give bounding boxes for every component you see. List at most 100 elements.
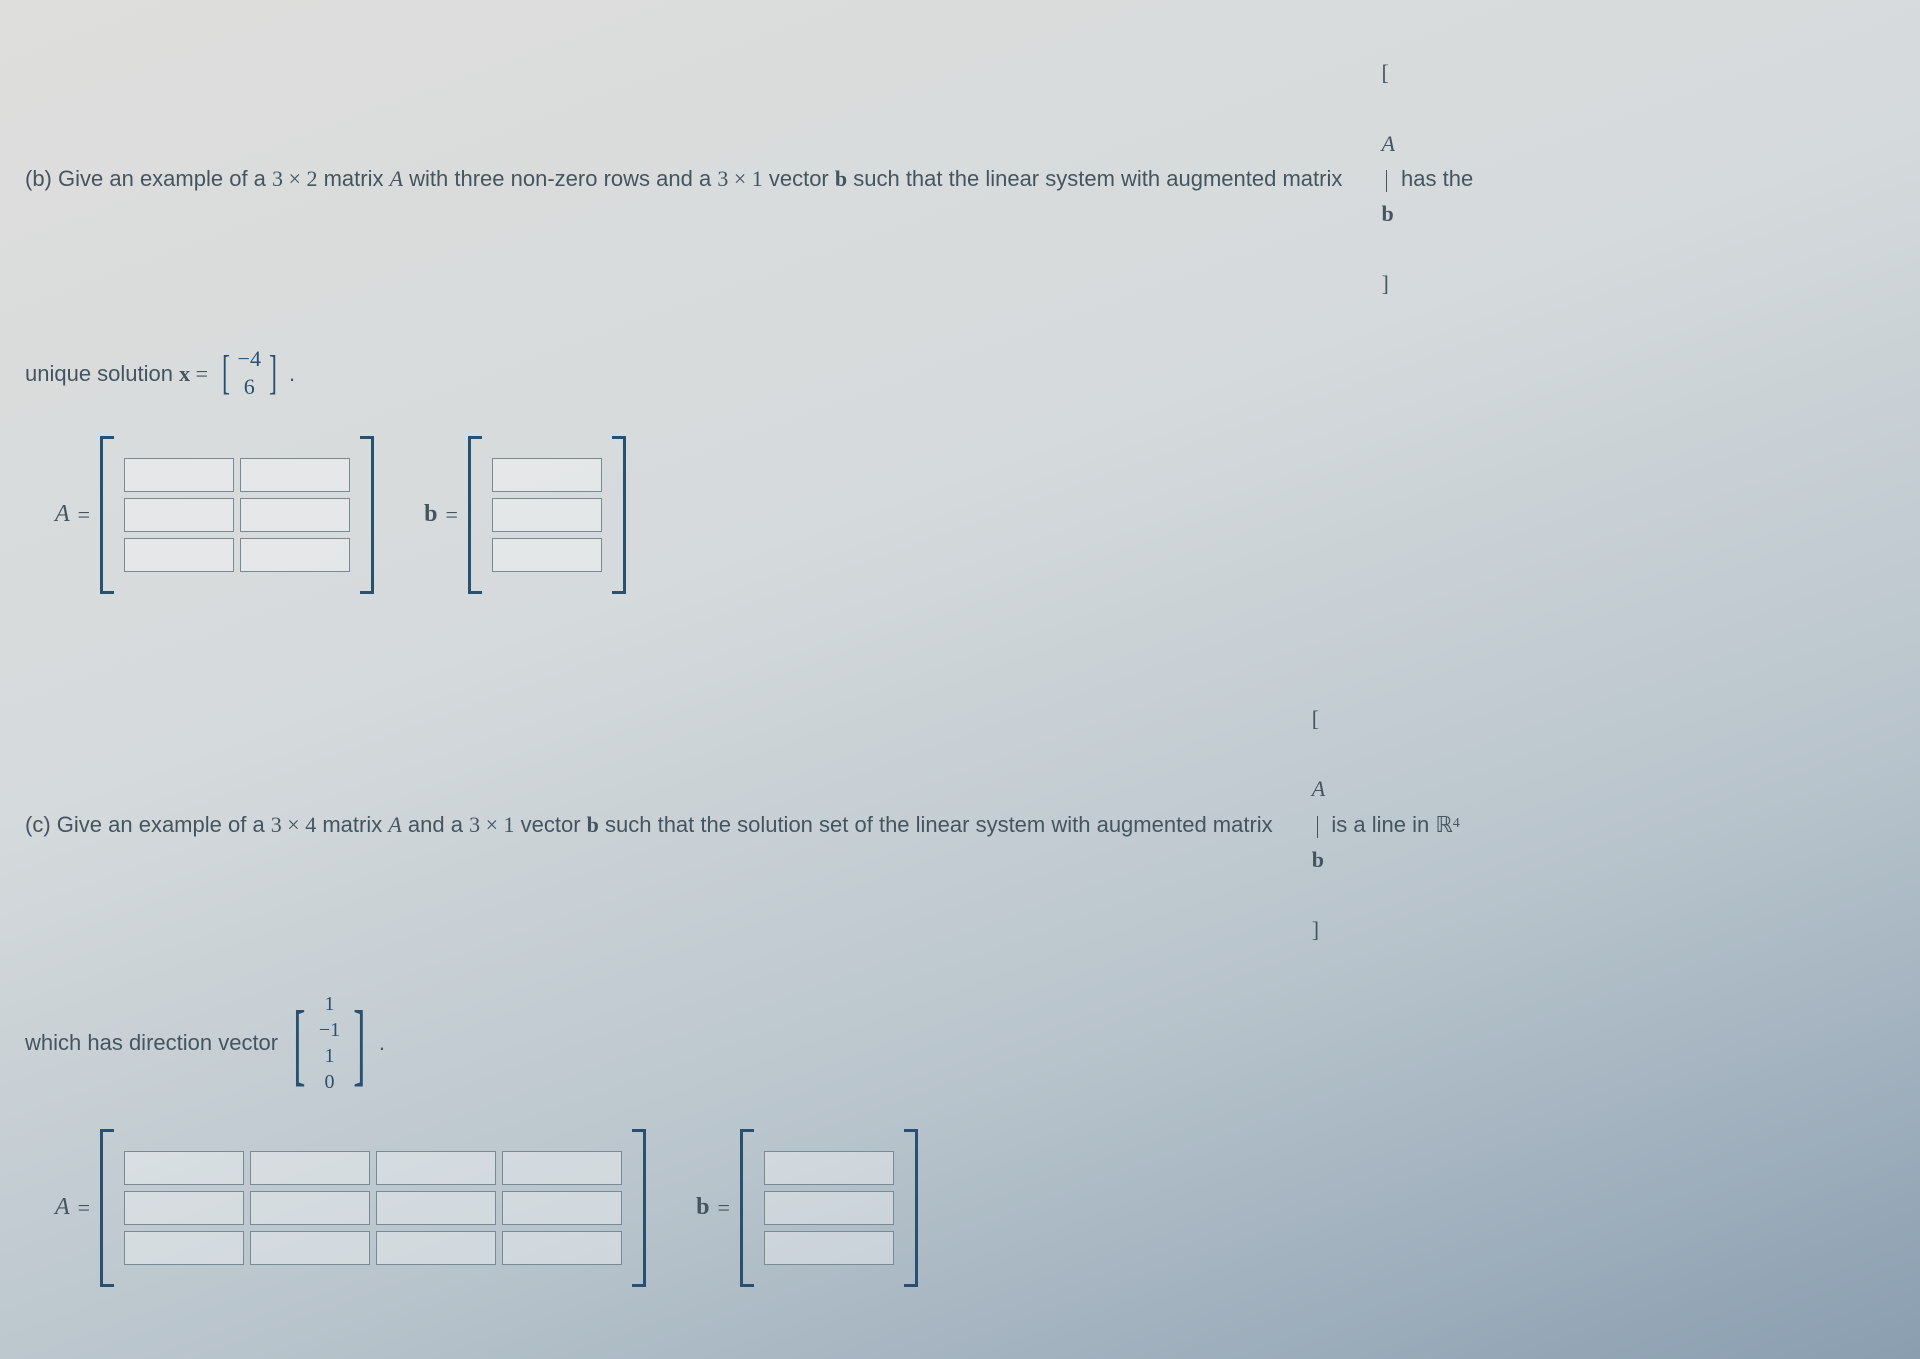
matrix-A-cell-22[interactable] (240, 498, 350, 532)
matrix-A-grid (124, 444, 350, 586)
vector-b-cell-2[interactable] (492, 498, 602, 532)
matrix-A-cell-32[interactable] (250, 1231, 370, 1265)
matrix-A-input-group: A = (55, 1137, 646, 1279)
label-b: b (424, 501, 437, 528)
matrix-A-grid (124, 1137, 622, 1279)
text: vector (515, 807, 587, 842)
text: matrix (316, 807, 388, 842)
label-A: A (55, 1194, 70, 1221)
part-c-label: (c) (25, 807, 51, 842)
matrix-A-cell-23[interactable] (376, 1191, 496, 1225)
text: has the (1395, 161, 1473, 196)
bracket-left: [ (222, 349, 230, 397)
var-b: b (1312, 847, 1324, 872)
matrix-A-cell-34[interactable] (502, 1231, 622, 1265)
var-A: A (1312, 776, 1325, 801)
bracket-right (612, 436, 626, 594)
vector-b-cell-2[interactable] (764, 1191, 894, 1225)
part-c-question: (c) Give an example of a 3 × 4 matrix A … (25, 666, 1895, 1097)
bracket-left: [ (293, 1002, 305, 1084)
var-b: b (1381, 201, 1393, 226)
matrix-A-cell-13[interactable] (376, 1151, 496, 1185)
matrix-A-cell-11[interactable] (124, 1151, 244, 1185)
bracket-left (740, 1129, 754, 1287)
period: . (289, 356, 295, 391)
bracket: [ (1381, 60, 1388, 85)
var-A: A (390, 161, 403, 196)
equals: = (78, 1195, 90, 1221)
matrix-A-cell-12[interactable] (240, 458, 350, 492)
bracket: ] (1381, 271, 1388, 296)
vector-b-grid (492, 444, 602, 586)
solution-vector: [ −4 6 ] (218, 343, 281, 404)
bracket-left (100, 436, 114, 594)
text: is a line in (1325, 807, 1435, 842)
augment-bar (1386, 170, 1387, 192)
matrix-A-input-group: A = (55, 444, 374, 586)
vector-b-cell-3[interactable] (492, 538, 602, 572)
matrix-A-cell-31[interactable] (124, 1231, 244, 1265)
label-b: b (696, 1194, 709, 1221)
augment-bar (1317, 816, 1318, 838)
bracket: [ (1312, 706, 1319, 731)
text: and a (402, 807, 469, 842)
augmented-matrix-notation: [ A b ] (1348, 20, 1394, 337)
direction-vector: [ 1 −1 1 0 ] (284, 989, 375, 1097)
superscript: 4 (1453, 813, 1460, 835)
matrix-A-cell-11[interactable] (124, 458, 234, 492)
dimension: 3 × 1 (717, 161, 762, 196)
equals: = (78, 502, 90, 528)
bracket-right (360, 436, 374, 594)
dimension: 3 × 2 (272, 161, 317, 196)
var-A: A (1381, 131, 1394, 156)
text: with three non-zero rows and a (403, 161, 717, 196)
text: vector (763, 161, 835, 196)
dimension: 3 × 4 (271, 807, 316, 842)
matrix-A-cell-14[interactable] (502, 1151, 622, 1185)
equals: = (717, 1195, 729, 1221)
matrix-A-cell-24[interactable] (502, 1191, 622, 1225)
text: unique solution (25, 356, 179, 391)
matrix-A-cell-21[interactable] (124, 498, 234, 532)
vector-entry: 6 (244, 373, 255, 402)
text: Give an example of a (57, 807, 271, 842)
dimension: 3 × 1 (469, 807, 514, 842)
matrix-A-cell-31[interactable] (124, 538, 234, 572)
bracket-left (100, 1129, 114, 1287)
bracket: ] (1312, 917, 1319, 942)
matrix-A-cell-12[interactable] (250, 1151, 370, 1185)
vector-b-input-group: b = (696, 1137, 918, 1279)
period: . (379, 1025, 385, 1060)
label-A: A (55, 501, 70, 528)
var-A: A (388, 807, 401, 842)
vector-entry: −4 (238, 345, 261, 374)
part-b-question: (b) Give an example of a 3 × 2 matrix A … (25, 20, 1895, 404)
vector-entry: 1 (325, 991, 335, 1017)
part-b-label: (b) (25, 161, 52, 196)
vector-b-grid (764, 1137, 894, 1279)
vector-b-cell-3[interactable] (764, 1231, 894, 1265)
bracket-right: ] (353, 1002, 365, 1084)
vector-b-cell-1[interactable] (764, 1151, 894, 1185)
vector-b-cell-1[interactable] (492, 458, 602, 492)
text: Give an example of a (58, 161, 272, 196)
vector-entry: 0 (325, 1069, 335, 1095)
matrix-A-cell-33[interactable] (376, 1231, 496, 1265)
matrix-A-cell-21[interactable] (124, 1191, 244, 1225)
matrix-A-cell-22[interactable] (250, 1191, 370, 1225)
bracket-right: ] (269, 349, 277, 397)
vector-entry: 1 (325, 1043, 335, 1069)
var-b: b (587, 807, 599, 842)
part-b-answer-row: A = b = (55, 444, 1895, 586)
text: such that the linear system with augment… (847, 161, 1348, 196)
augmented-matrix-notation: [ A b ] (1279, 666, 1325, 983)
text: which has direction vector (25, 1025, 278, 1060)
var-x: x (179, 356, 190, 391)
vector-b-input-group: b = (424, 444, 626, 586)
bracket-left (468, 436, 482, 594)
text: matrix (317, 161, 389, 196)
bracket-right (904, 1129, 918, 1287)
matrix-A-cell-32[interactable] (240, 538, 350, 572)
var-b: b (835, 161, 847, 196)
text: such that the solution set of the linear… (599, 807, 1279, 842)
